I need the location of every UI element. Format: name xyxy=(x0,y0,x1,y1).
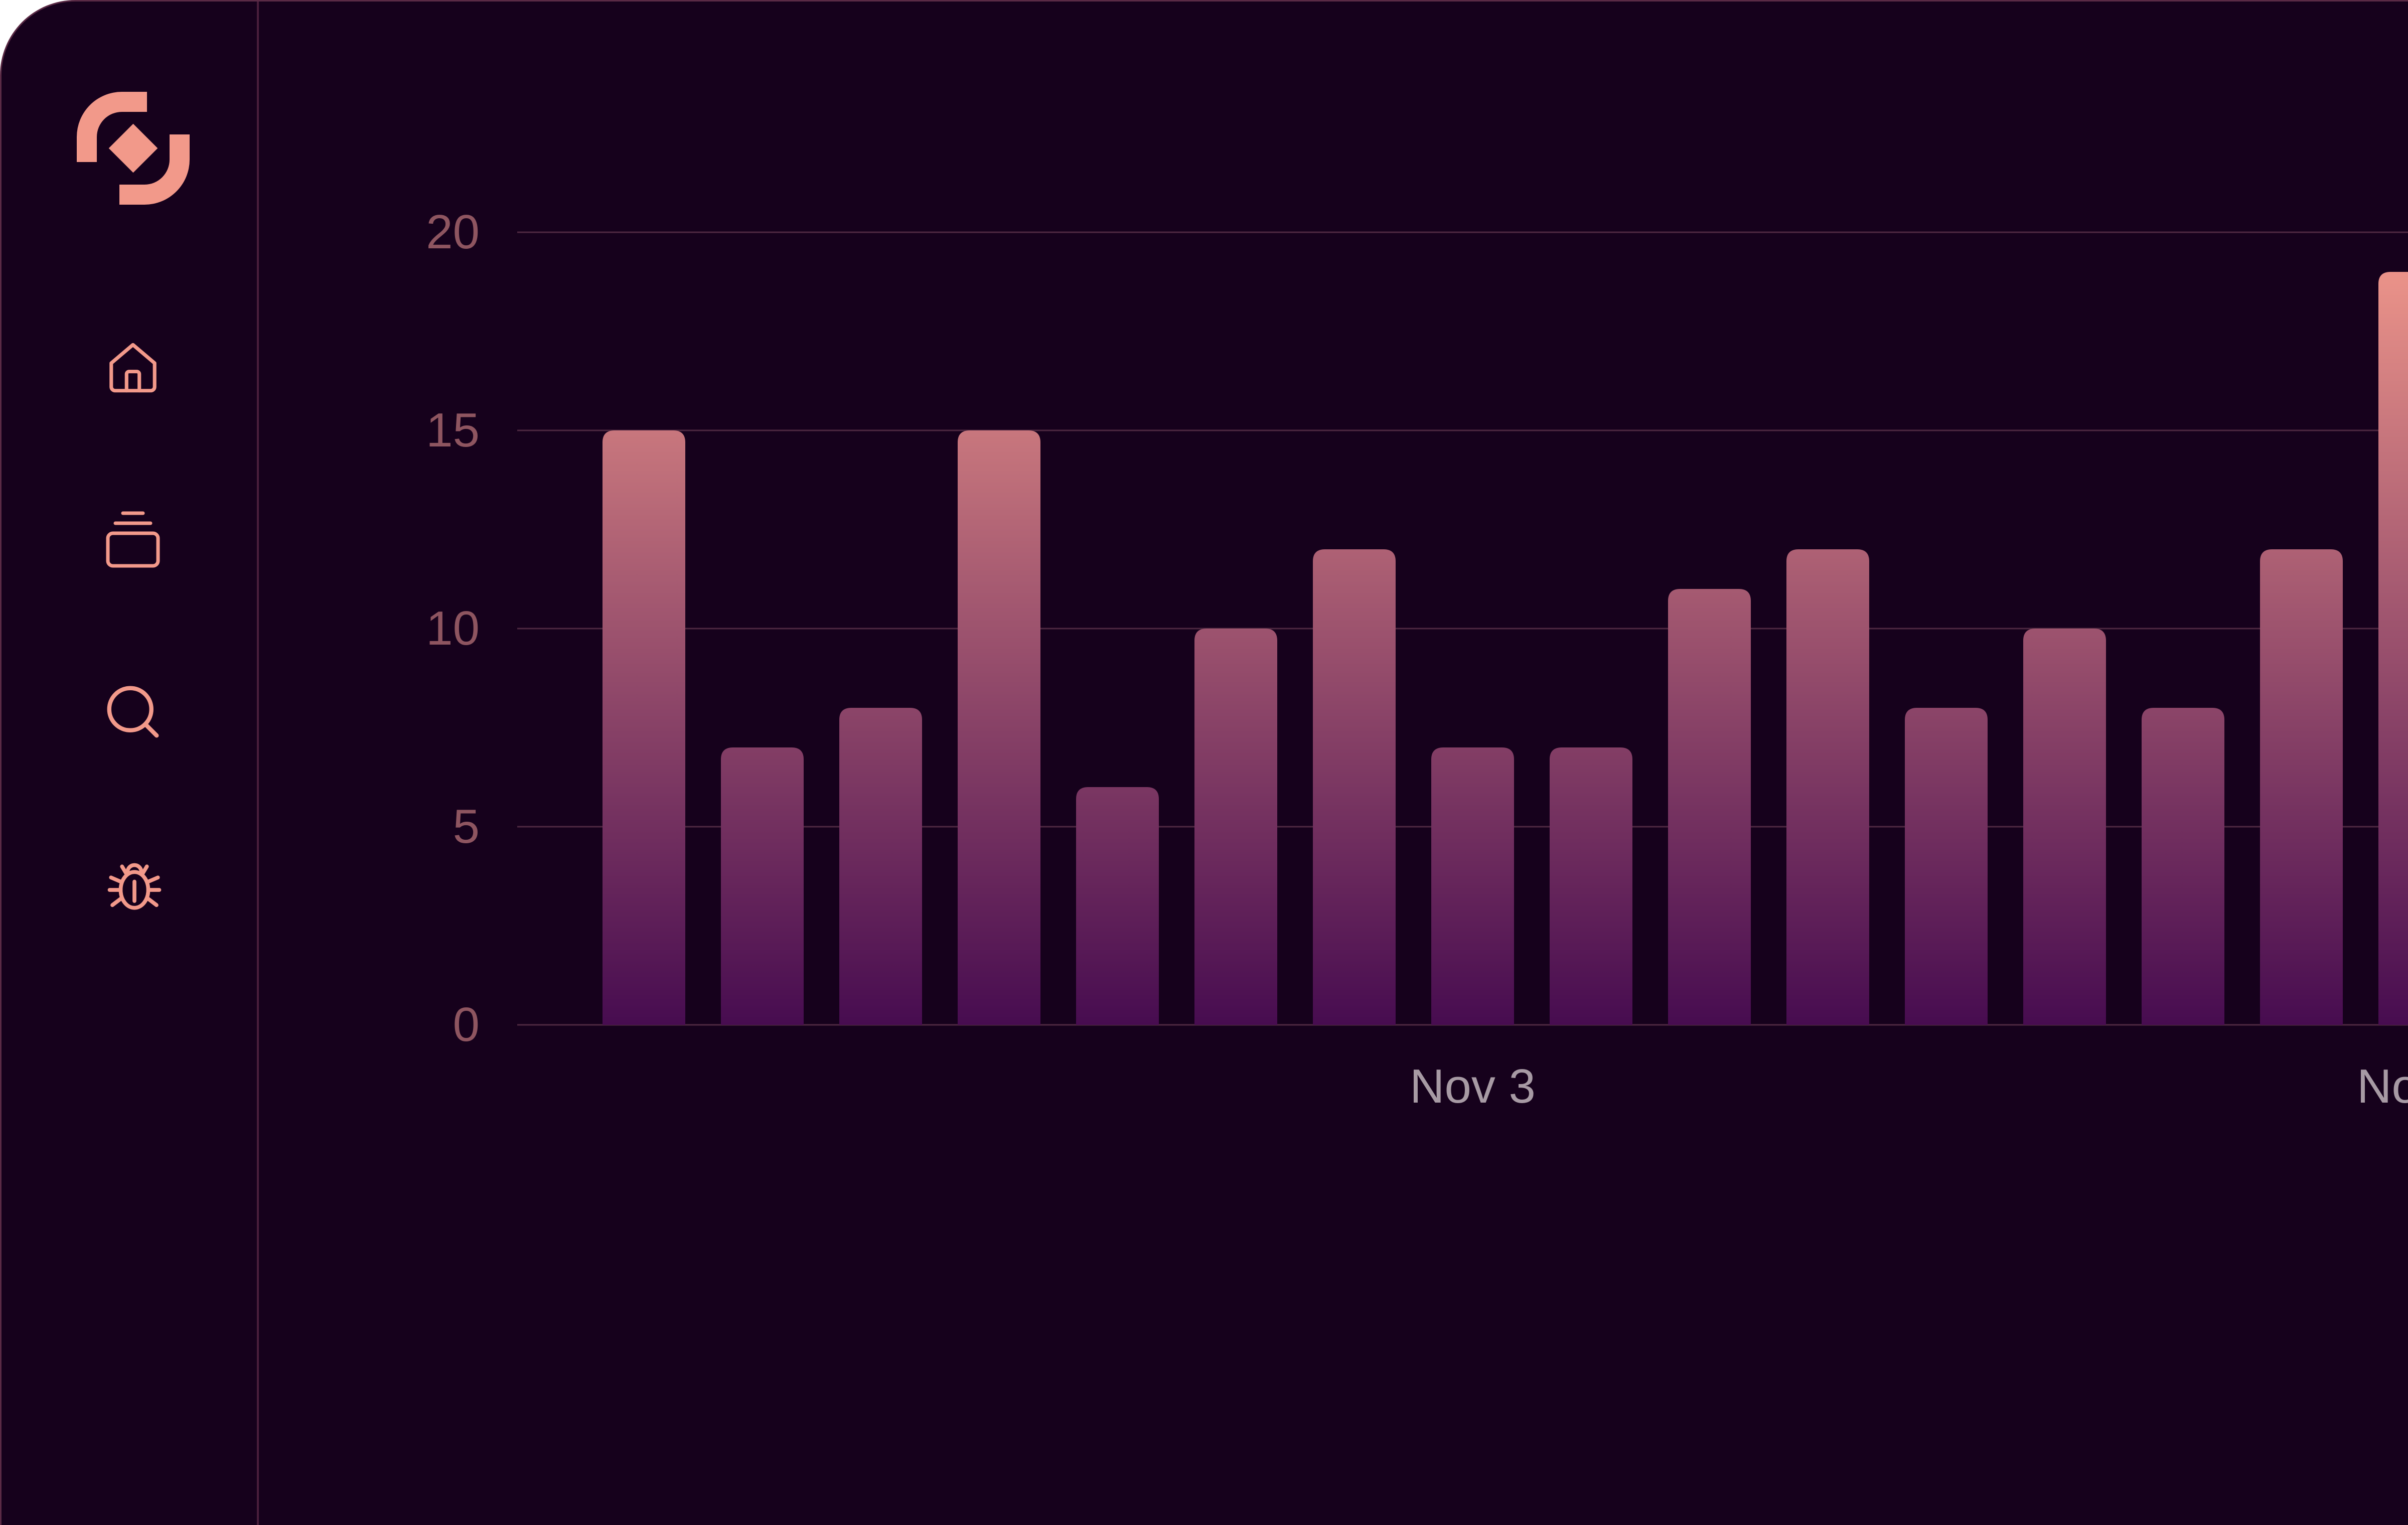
bar[interactable] xyxy=(721,747,804,1025)
bar[interactable] xyxy=(1668,589,1751,1025)
bar[interactable] xyxy=(603,430,685,1025)
bar[interactable] xyxy=(1905,708,1988,1025)
bar[interactable] xyxy=(1076,787,1159,1025)
y-tick-label: 15 xyxy=(426,403,480,457)
y-tick-label: 0 xyxy=(453,998,480,1051)
x-axis-ticks: Nov 3 Nov 1 xyxy=(1410,1059,2408,1113)
bar[interactable] xyxy=(839,708,922,1025)
stack-icon[interactable] xyxy=(102,508,164,573)
y-tick-label: 10 xyxy=(426,601,480,655)
y-tick-label: 20 xyxy=(426,205,480,259)
bars xyxy=(603,272,2408,1025)
y-axis-ticks: 0 5 10 15 20 xyxy=(426,205,480,1051)
y-tick-label: 5 xyxy=(453,800,480,853)
bar[interactable] xyxy=(1313,549,1396,1025)
main-content: 0 5 10 15 20 Nov 3 Nov 1 xyxy=(259,2,2408,1525)
bar[interactable] xyxy=(1431,747,1514,1025)
bar[interactable] xyxy=(958,430,1040,1025)
bar[interactable] xyxy=(1194,629,1277,1025)
bar[interactable] xyxy=(2378,272,2408,1025)
app-logo[interactable] xyxy=(77,92,190,205)
home-icon[interactable] xyxy=(102,337,164,398)
x-tick-label: Nov 1 xyxy=(2357,1059,2408,1113)
bar[interactable] xyxy=(2260,549,2343,1025)
sidebar xyxy=(2,2,259,1525)
search-icon[interactable] xyxy=(101,680,165,743)
x-tick-label: Nov 3 xyxy=(1410,1059,1536,1113)
bar[interactable] xyxy=(2023,629,2106,1025)
bar[interactable] xyxy=(1786,549,1869,1025)
bar[interactable] xyxy=(1550,747,1632,1025)
bar-chart: 0 5 10 15 20 Nov 3 Nov 1 xyxy=(426,205,2408,1113)
bar[interactable] xyxy=(2142,708,2224,1025)
bug-icon[interactable] xyxy=(101,851,168,918)
